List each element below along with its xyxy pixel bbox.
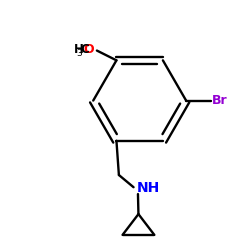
Text: C: C — [80, 43, 89, 56]
Text: Br: Br — [212, 94, 228, 107]
Text: O: O — [84, 43, 94, 56]
Text: H: H — [74, 43, 84, 56]
Text: NH: NH — [137, 182, 160, 196]
Text: 3: 3 — [76, 48, 82, 58]
